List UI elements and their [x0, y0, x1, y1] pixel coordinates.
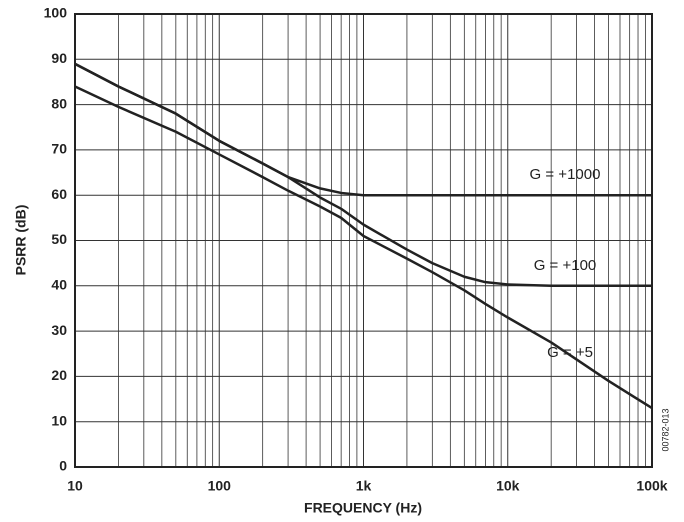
y-tick-label: 40: [51, 277, 67, 293]
y-tick-label: 70: [51, 141, 67, 157]
x-tick-label: 100k: [636, 478, 667, 494]
y-axis-label: PSRR (dB): [13, 205, 29, 276]
y-tick-label: 30: [51, 322, 67, 338]
figure-id: 00782-013: [660, 408, 670, 451]
y-tick-label: 50: [51, 231, 67, 247]
x-tick-label: 100: [208, 478, 232, 494]
plot-frame: [74, 13, 653, 468]
series-label: G = +5: [547, 344, 593, 361]
y-tick-label: 90: [51, 50, 67, 66]
x-axis-label: FREQUENCY (Hz): [304, 500, 422, 516]
x-tick-label: 10k: [496, 478, 520, 494]
y-tick-label: 0: [59, 458, 67, 474]
y-tick-label: 20: [51, 367, 67, 383]
y-tick-label: 10: [51, 412, 67, 428]
series-line: [74, 62, 652, 288]
y-tick-label: 80: [51, 95, 67, 111]
series-label: G = +1000: [530, 166, 601, 183]
x-tick-label: 1k: [356, 478, 372, 494]
y-tick-label: 100: [44, 5, 68, 21]
y-tick-label: 60: [51, 186, 67, 202]
series-line: [74, 85, 653, 410]
x-tick-label: 10: [67, 478, 83, 494]
series-label: G = +100: [534, 257, 597, 274]
